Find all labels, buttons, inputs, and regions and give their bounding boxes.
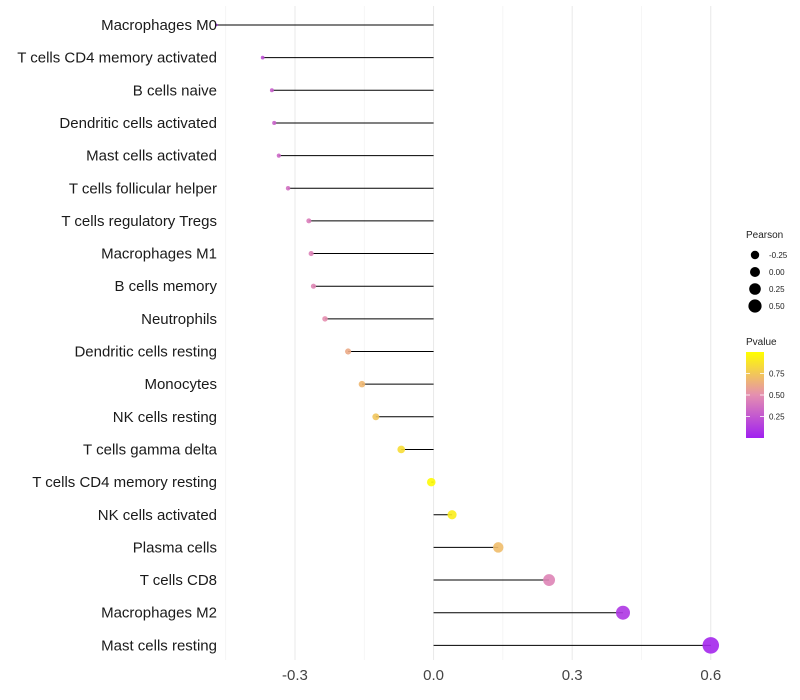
y-tick-label: NK cells activated [98, 507, 217, 524]
size-legend-label: 0.50 [769, 302, 785, 311]
y-tick-label: T cells regulatory Tregs [61, 213, 217, 230]
data-point [215, 23, 218, 27]
data-point [345, 348, 352, 355]
y-tick-label: Mast cells resting [101, 637, 217, 654]
y-tick-label: Macrophages M1 [101, 246, 217, 263]
colorbar-label: 0.50 [769, 391, 785, 400]
y-tick-label: Macrophages M2 [101, 605, 217, 622]
size-legend-label: 0.25 [769, 285, 785, 294]
data-point [306, 218, 312, 224]
data-point [285, 186, 291, 191]
y-tick-label: T cells CD4 memory activated [17, 50, 217, 67]
point-layer [215, 23, 720, 654]
y-tick-label: Mast cells activated [86, 148, 217, 165]
data-point [260, 55, 265, 60]
y-tick-label: Dendritic cells resting [74, 344, 217, 361]
y-tick-label: Plasma cells [133, 539, 217, 556]
y-tick-label: Dendritic cells activated [59, 115, 217, 132]
data-point [447, 510, 457, 520]
y-tick-label: T cells CD4 memory resting [32, 474, 217, 491]
x-tick-label: -0.3 [282, 667, 308, 684]
size-legend-key [748, 299, 762, 313]
data-point [493, 542, 504, 553]
size-legend-label: 0.00 [769, 268, 785, 277]
data-point [426, 477, 436, 487]
y-axis-labels: Macrophages M0 T cells CD4 memory activat… [17, 17, 217, 654]
x-axis-ticks: -0.3 0.0 0.3 0.6 [282, 667, 721, 684]
size-legend-label: -0.25 [769, 251, 788, 260]
y-tick-label: T cells follicular helper [69, 180, 217, 197]
data-point [615, 605, 630, 620]
grid-layer [225, 6, 712, 660]
data-point [397, 445, 406, 454]
y-tick-label: B cells memory [114, 278, 217, 295]
y-tick-label: T cells gamma delta [83, 441, 218, 458]
size-legend-key [750, 267, 760, 277]
data-point [308, 251, 314, 257]
colorbar [746, 352, 764, 438]
colorbar-label: 0.75 [769, 370, 785, 379]
data-point [269, 88, 274, 93]
legend: Pearson -0.25 0.00 0.25 0.50 Pvalue 0.75 0.50 0.… [746, 230, 788, 438]
size-legend-title: Pearson [746, 230, 783, 241]
stem-layer [216, 24, 711, 646]
data-point [276, 153, 281, 158]
color-legend-title: Pvalue [746, 337, 777, 348]
y-tick-label: Neutrophils [141, 311, 217, 328]
size-legend-key [750, 250, 760, 260]
x-tick-label: 0.0 [423, 667, 444, 684]
y-tick-label: Macrophages M0 [101, 17, 217, 34]
data-point [310, 283, 317, 289]
data-point [272, 120, 277, 125]
x-tick-label: 0.6 [700, 667, 721, 684]
y-tick-label: B cells naive [133, 82, 217, 99]
x-tick-label: 0.3 [562, 667, 583, 684]
data-point [358, 380, 366, 388]
data-point [702, 637, 720, 654]
colorbar-label: 0.25 [769, 413, 785, 422]
data-point [322, 316, 328, 322]
data-point [543, 574, 556, 586]
size-legend-key [749, 283, 761, 295]
data-point [372, 413, 380, 421]
y-tick-label: T cells CD8 [140, 572, 217, 589]
y-tick-label: Monocytes [144, 376, 217, 393]
y-tick-label: NK cells resting [113, 409, 217, 426]
